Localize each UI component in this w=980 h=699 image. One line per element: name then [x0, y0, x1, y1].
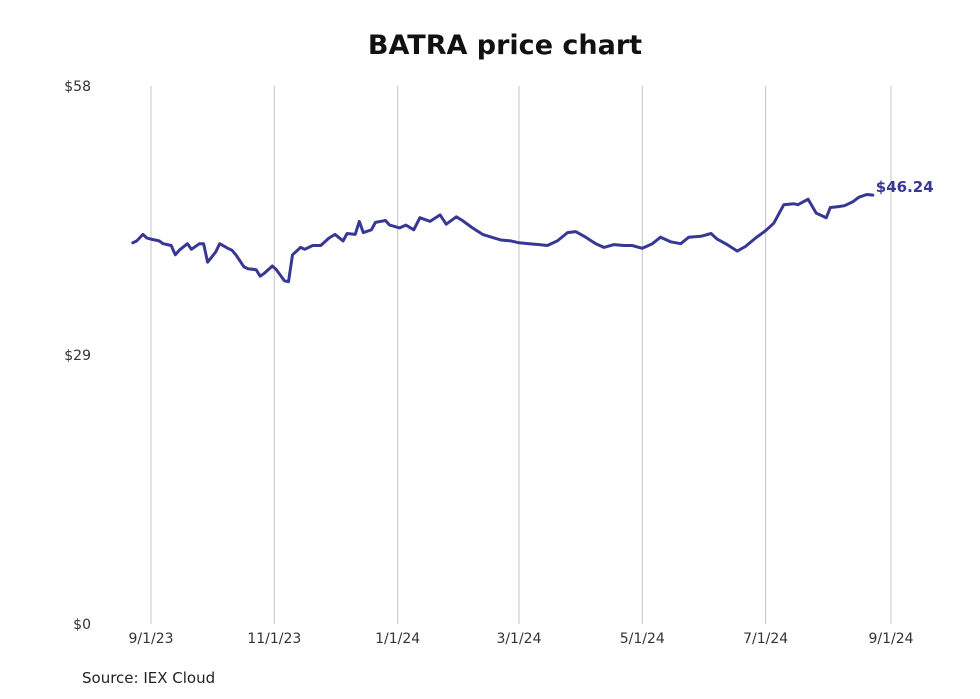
series-layer — [131, 193, 875, 284]
grid-lines — [150, 86, 892, 624]
x-tick-label: 5/1/24 — [620, 631, 665, 647]
y-tick-label: $58 — [64, 79, 91, 95]
y-tick-label: $29 — [64, 348, 91, 364]
source-note: Source: IEX Cloud — [82, 669, 216, 687]
x-tick-label: 9/1/23 — [128, 631, 173, 647]
annotation-layer: $46.24 — [876, 178, 934, 196]
y-axis-tick-labels: $0 $29 $58 — [64, 79, 91, 633]
x-axis-tick-labels: 9/1/23 11/1/23 1/1/24 3/1/24 5/1/24 7/1/24 9/1… — [128, 631, 913, 647]
y-tick-label: $0 — [73, 617, 91, 633]
price-line — [131, 193, 875, 284]
x-tick-label: 7/1/24 — [743, 631, 788, 647]
chart-title: BATRA price chart — [367, 30, 643, 61]
x-tick-label: 1/1/24 — [375, 631, 420, 647]
x-tick-label: 3/1/24 — [496, 631, 541, 647]
x-tick-label: 9/1/24 — [868, 631, 913, 647]
last-price-label: $46.24 — [876, 178, 934, 196]
x-tick-label: 11/1/23 — [247, 631, 301, 647]
